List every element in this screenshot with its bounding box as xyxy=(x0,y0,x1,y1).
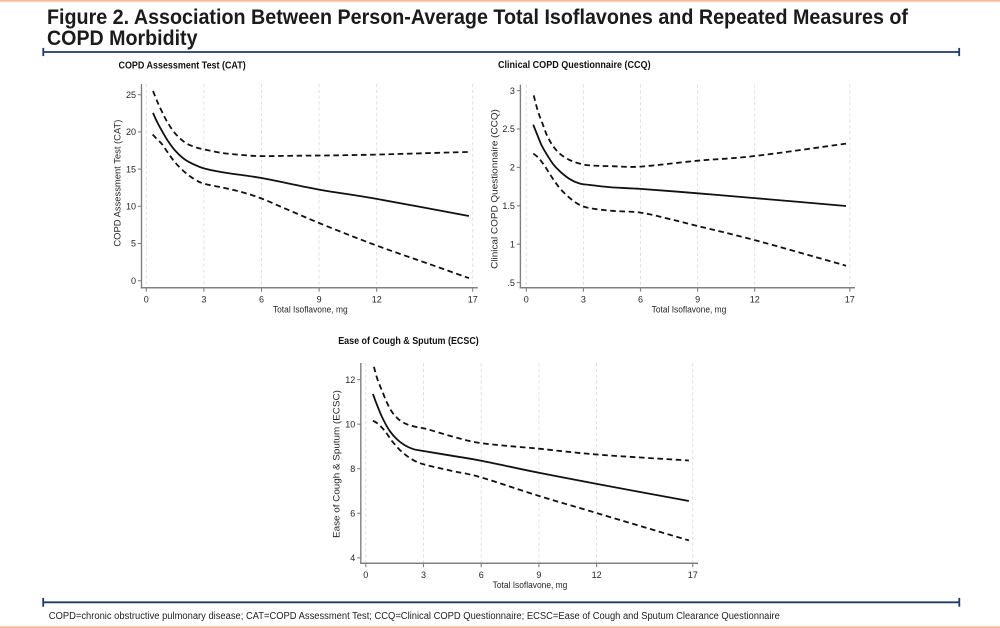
svg-text:COPD Assessment Test (CAT): COPD Assessment Test (CAT) xyxy=(112,120,123,247)
svg-text:0: 0 xyxy=(524,294,529,304)
svg-text:COPD=chronic obstructive pulmo: COPD=chronic obstructive pulmonary disea… xyxy=(49,611,781,622)
svg-text:17: 17 xyxy=(845,294,855,304)
svg-text:3: 3 xyxy=(581,294,586,304)
svg-text:.5: .5 xyxy=(507,278,515,288)
svg-text:25: 25 xyxy=(126,90,136,100)
svg-text:4: 4 xyxy=(350,553,355,563)
svg-text:Total Isoflavone, mg: Total Isoflavone, mg xyxy=(493,580,568,590)
svg-text:6: 6 xyxy=(479,570,484,580)
svg-text:COPD Morbidity: COPD Morbidity xyxy=(47,26,198,50)
svg-text:COPD Assessment Test (CAT): COPD Assessment Test (CAT) xyxy=(119,60,246,71)
svg-text:Clinical COPD Questionnaire (C: Clinical COPD Questionnaire (CCQ) xyxy=(498,60,651,71)
svg-text:2.5: 2.5 xyxy=(502,124,515,134)
svg-text:6: 6 xyxy=(350,509,355,519)
svg-text:1.5: 1.5 xyxy=(502,201,515,211)
svg-text:17: 17 xyxy=(468,294,478,304)
svg-text:12: 12 xyxy=(592,570,602,580)
svg-text:3: 3 xyxy=(421,570,426,580)
svg-text:0: 0 xyxy=(131,276,136,286)
svg-text:12: 12 xyxy=(345,375,355,385)
svg-text:17: 17 xyxy=(688,570,698,580)
svg-text:15: 15 xyxy=(126,164,136,174)
svg-text:Ease of Cough & Sputum (ECSC): Ease of Cough & Sputum (ECSC) xyxy=(338,336,479,347)
svg-text:0: 0 xyxy=(144,294,149,304)
svg-text:9: 9 xyxy=(536,570,541,580)
svg-text:6: 6 xyxy=(638,294,643,304)
svg-text:10: 10 xyxy=(126,202,136,212)
svg-text:Total Isoflavone, mg: Total Isoflavone, mg xyxy=(652,304,727,314)
svg-text:Figure 2. Association Between: Figure 2. Association Between Person-Ave… xyxy=(47,5,909,29)
svg-text:10: 10 xyxy=(345,419,355,429)
svg-text:12: 12 xyxy=(372,294,382,304)
svg-text:1: 1 xyxy=(510,239,515,249)
svg-text:Ease of Cough & Sputum (ECSC): Ease of Cough & Sputum (ECSC) xyxy=(330,390,341,538)
svg-text:20: 20 xyxy=(126,127,136,137)
svg-text:8: 8 xyxy=(350,464,355,474)
svg-text:12: 12 xyxy=(750,294,760,304)
svg-text:3: 3 xyxy=(201,294,206,304)
svg-text:9: 9 xyxy=(695,294,700,304)
svg-text:2: 2 xyxy=(510,163,515,173)
svg-text:3: 3 xyxy=(510,86,515,96)
svg-text:0: 0 xyxy=(363,570,368,580)
svg-text:Total Isoflavone, mg: Total Isoflavone, mg xyxy=(273,304,348,314)
svg-text:9: 9 xyxy=(317,294,322,304)
svg-text:Clinical COPD Questionnaire (C: Clinical COPD Questionnaire (CCQ) xyxy=(488,109,499,269)
svg-text:6: 6 xyxy=(259,294,264,304)
svg-text:5: 5 xyxy=(131,239,136,249)
